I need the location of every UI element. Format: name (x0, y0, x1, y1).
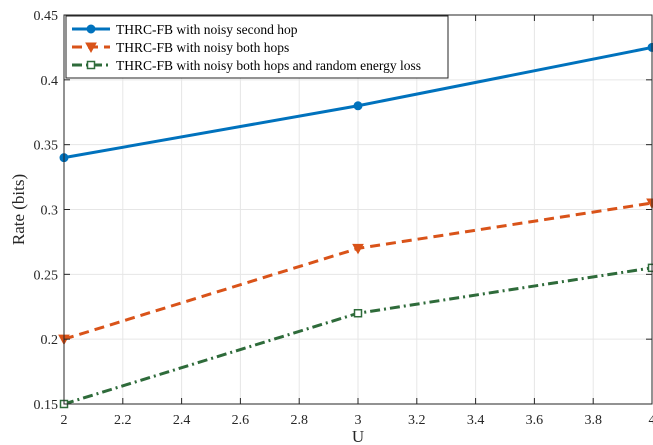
legend-swatch-marker (86, 24, 96, 34)
series-2-point (352, 243, 364, 255)
x-tick-label: 3.2 (408, 413, 426, 428)
legend: THRC-FB with noisy second hop THRC-FB wit… (65, 15, 449, 79)
x-tick-label: 3 (355, 413, 362, 428)
legend-label: THRC-FB with noisy both hops and random … (116, 58, 421, 73)
y-axis-title: Rate (bits) (9, 174, 28, 245)
x-tick-label: 3.6 (526, 413, 544, 428)
x-tick-label: 2.4 (173, 413, 191, 428)
legend-label: THRC-FB with noisy second hop (116, 22, 298, 37)
x-tick-label: 4 (649, 413, 653, 428)
x-tick-label: 2.2 (114, 413, 132, 428)
y-tick-label: 0.4 (41, 74, 59, 89)
y-tick-label: 0.3 (41, 204, 59, 219)
x-tick-label: 2 (61, 413, 68, 428)
y-tick-label: 0.2 (41, 333, 59, 348)
x-axis-title: U (352, 427, 364, 445)
series-1-point (353, 101, 363, 111)
y-tick-label: 0.35 (34, 139, 59, 154)
y-tick-label: 0.25 (34, 268, 59, 283)
x-tick-label: 2.6 (232, 413, 250, 428)
legend-swatch-marker (85, 42, 97, 54)
y-tick-label: 0.15 (34, 398, 59, 413)
x-tick-label: 3.8 (584, 413, 602, 428)
y-tick-label: 0.45 (34, 9, 59, 24)
x-tick-label: 2.8 (290, 413, 308, 428)
x-tick-label: 3.4 (467, 413, 485, 428)
legend-label: THRC-FB with noisy both hops (116, 40, 289, 55)
series-3-point (353, 308, 363, 318)
legend-box (65, 15, 449, 79)
axis-ticks: 2 2.2 2.4 2.6 2.8 3 3.2 3.4 3.6 3.8 4 0.15 0.2 0.25 0.… (34, 9, 653, 428)
legend-swatch-marker (86, 60, 96, 70)
series-layer (58, 42, 653, 409)
